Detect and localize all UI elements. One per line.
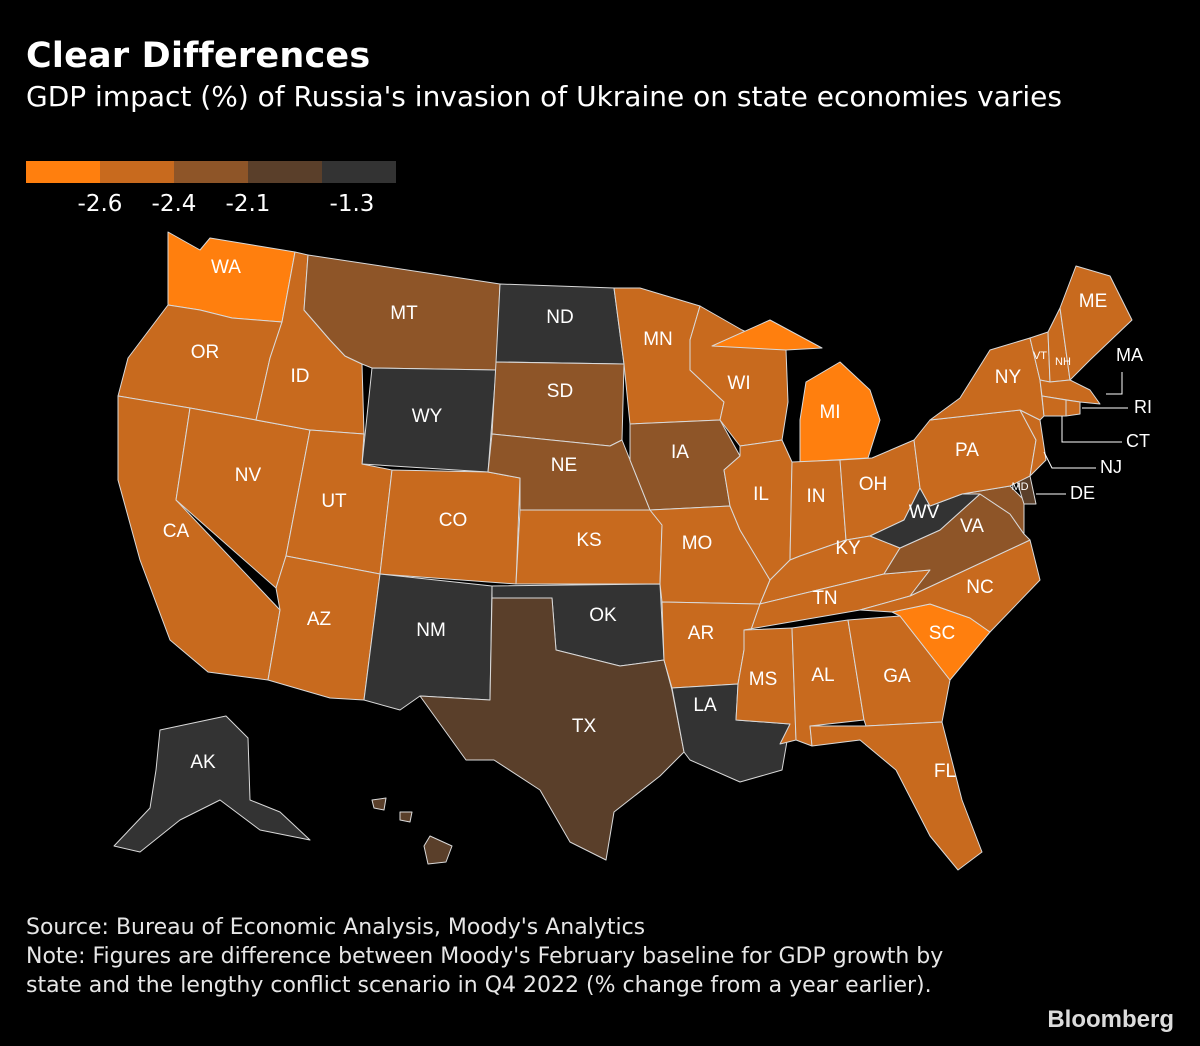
footnote: Note: Figures are difference between Moo… <box>26 944 944 998</box>
label-IN: IN <box>807 486 826 507</box>
leader-MA <box>1106 372 1123 395</box>
label-WA: WA <box>211 257 241 278</box>
label-CT: CT <box>1126 431 1150 451</box>
label-PA: PA <box>955 440 979 461</box>
state-AK[interactable] <box>113 715 311 853</box>
chart-title: Clear Differences <box>26 36 371 76</box>
label-AK: AK <box>190 752 216 773</box>
chart-subtitle: GDP impact (%) of Russia's invasion of U… <box>26 80 1062 113</box>
label-AL: AL <box>811 665 834 686</box>
label-WI: WI <box>727 373 750 394</box>
label-KS: KS <box>576 530 601 551</box>
label-ID: ID <box>291 366 310 387</box>
label-WY: WY <box>412 406 443 427</box>
label-SD: SD <box>547 381 573 402</box>
legend-tick-3: -2.1 <box>225 191 271 217</box>
legend-swatch-1 <box>26 161 100 183</box>
bloomberg-logo: Bloomberg <box>1047 1006 1174 1033</box>
state-IL[interactable] <box>723 439 793 581</box>
label-DE: DE <box>1070 483 1095 503</box>
label-TX: TX <box>572 716 597 737</box>
label-NH: NH <box>1055 356 1071 368</box>
label-LA: LA <box>693 695 717 716</box>
leader-NJ <box>1043 451 1096 469</box>
label-WV: WV <box>909 502 940 523</box>
label-NM: NM <box>416 620 446 641</box>
state-RI[interactable] <box>1065 399 1081 417</box>
label-OK: OK <box>589 605 617 626</box>
leader-CT <box>1061 416 1122 443</box>
legend-swatch-2 <box>100 161 174 183</box>
label-IA: IA <box>671 442 689 463</box>
state-NM[interactable] <box>363 573 493 711</box>
label-RI: RI <box>1134 397 1152 417</box>
label-MA: MA <box>1116 345 1143 365</box>
label-CA: CA <box>163 521 190 542</box>
state-IA[interactable] <box>629 419 741 511</box>
color-legend: -2.6 -2.4 -2.1 -1.3 <box>26 161 398 221</box>
source-note: Source: Bureau of Economic Analysis, Moo… <box>26 915 646 940</box>
state-MI[interactable] <box>711 319 881 463</box>
label-CO: CO <box>439 510 468 531</box>
label-AR: AR <box>688 623 714 644</box>
state-CT[interactable] <box>1041 395 1067 417</box>
label-NC: NC <box>966 577 993 598</box>
label-MS: MS <box>749 669 778 690</box>
legend-tick-2: -2.4 <box>151 191 197 217</box>
state-HI[interactable] <box>371 797 453 865</box>
state-SD[interactable] <box>491 361 625 447</box>
label-ME: ME <box>1079 291 1108 312</box>
state-TX[interactable] <box>419 597 685 861</box>
label-NV: NV <box>235 465 262 486</box>
label-GA: GA <box>883 666 911 687</box>
label-MD: MD <box>1011 481 1028 493</box>
state-NC[interactable] <box>859 539 1041 633</box>
legend-swatch-3 <box>174 161 248 183</box>
label-MO: MO <box>682 533 713 554</box>
state-FL[interactable] <box>809 721 983 871</box>
label-NY: NY <box>995 367 1022 388</box>
label-AZ: AZ <box>307 609 332 630</box>
label-FL: FL <box>934 761 956 782</box>
label-NE: NE <box>551 455 577 476</box>
label-VA: VA <box>960 516 984 537</box>
state-CO[interactable] <box>379 469 521 585</box>
label-VT: VT <box>1033 350 1047 362</box>
label-MN: MN <box>643 329 673 350</box>
label-UT: UT <box>321 491 347 512</box>
label-IL: IL <box>753 484 769 505</box>
legend-tick-1: -2.6 <box>77 191 123 217</box>
legend-tick-4: -1.3 <box>329 191 375 217</box>
legend-swatch-4 <box>248 161 322 183</box>
label-ND: ND <box>546 307 573 328</box>
state-NY[interactable] <box>929 337 1045 421</box>
label-NJ: NJ <box>1100 457 1122 477</box>
label-MI: MI <box>819 402 840 423</box>
label-OR: OR <box>191 342 220 363</box>
label-TN: TN <box>812 588 837 609</box>
label-OH: OH <box>859 474 888 495</box>
legend-swatch-5 <box>322 161 396 183</box>
label-MT: MT <box>390 303 418 324</box>
label-KY: KY <box>835 538 861 559</box>
label-SC: SC <box>929 623 955 644</box>
